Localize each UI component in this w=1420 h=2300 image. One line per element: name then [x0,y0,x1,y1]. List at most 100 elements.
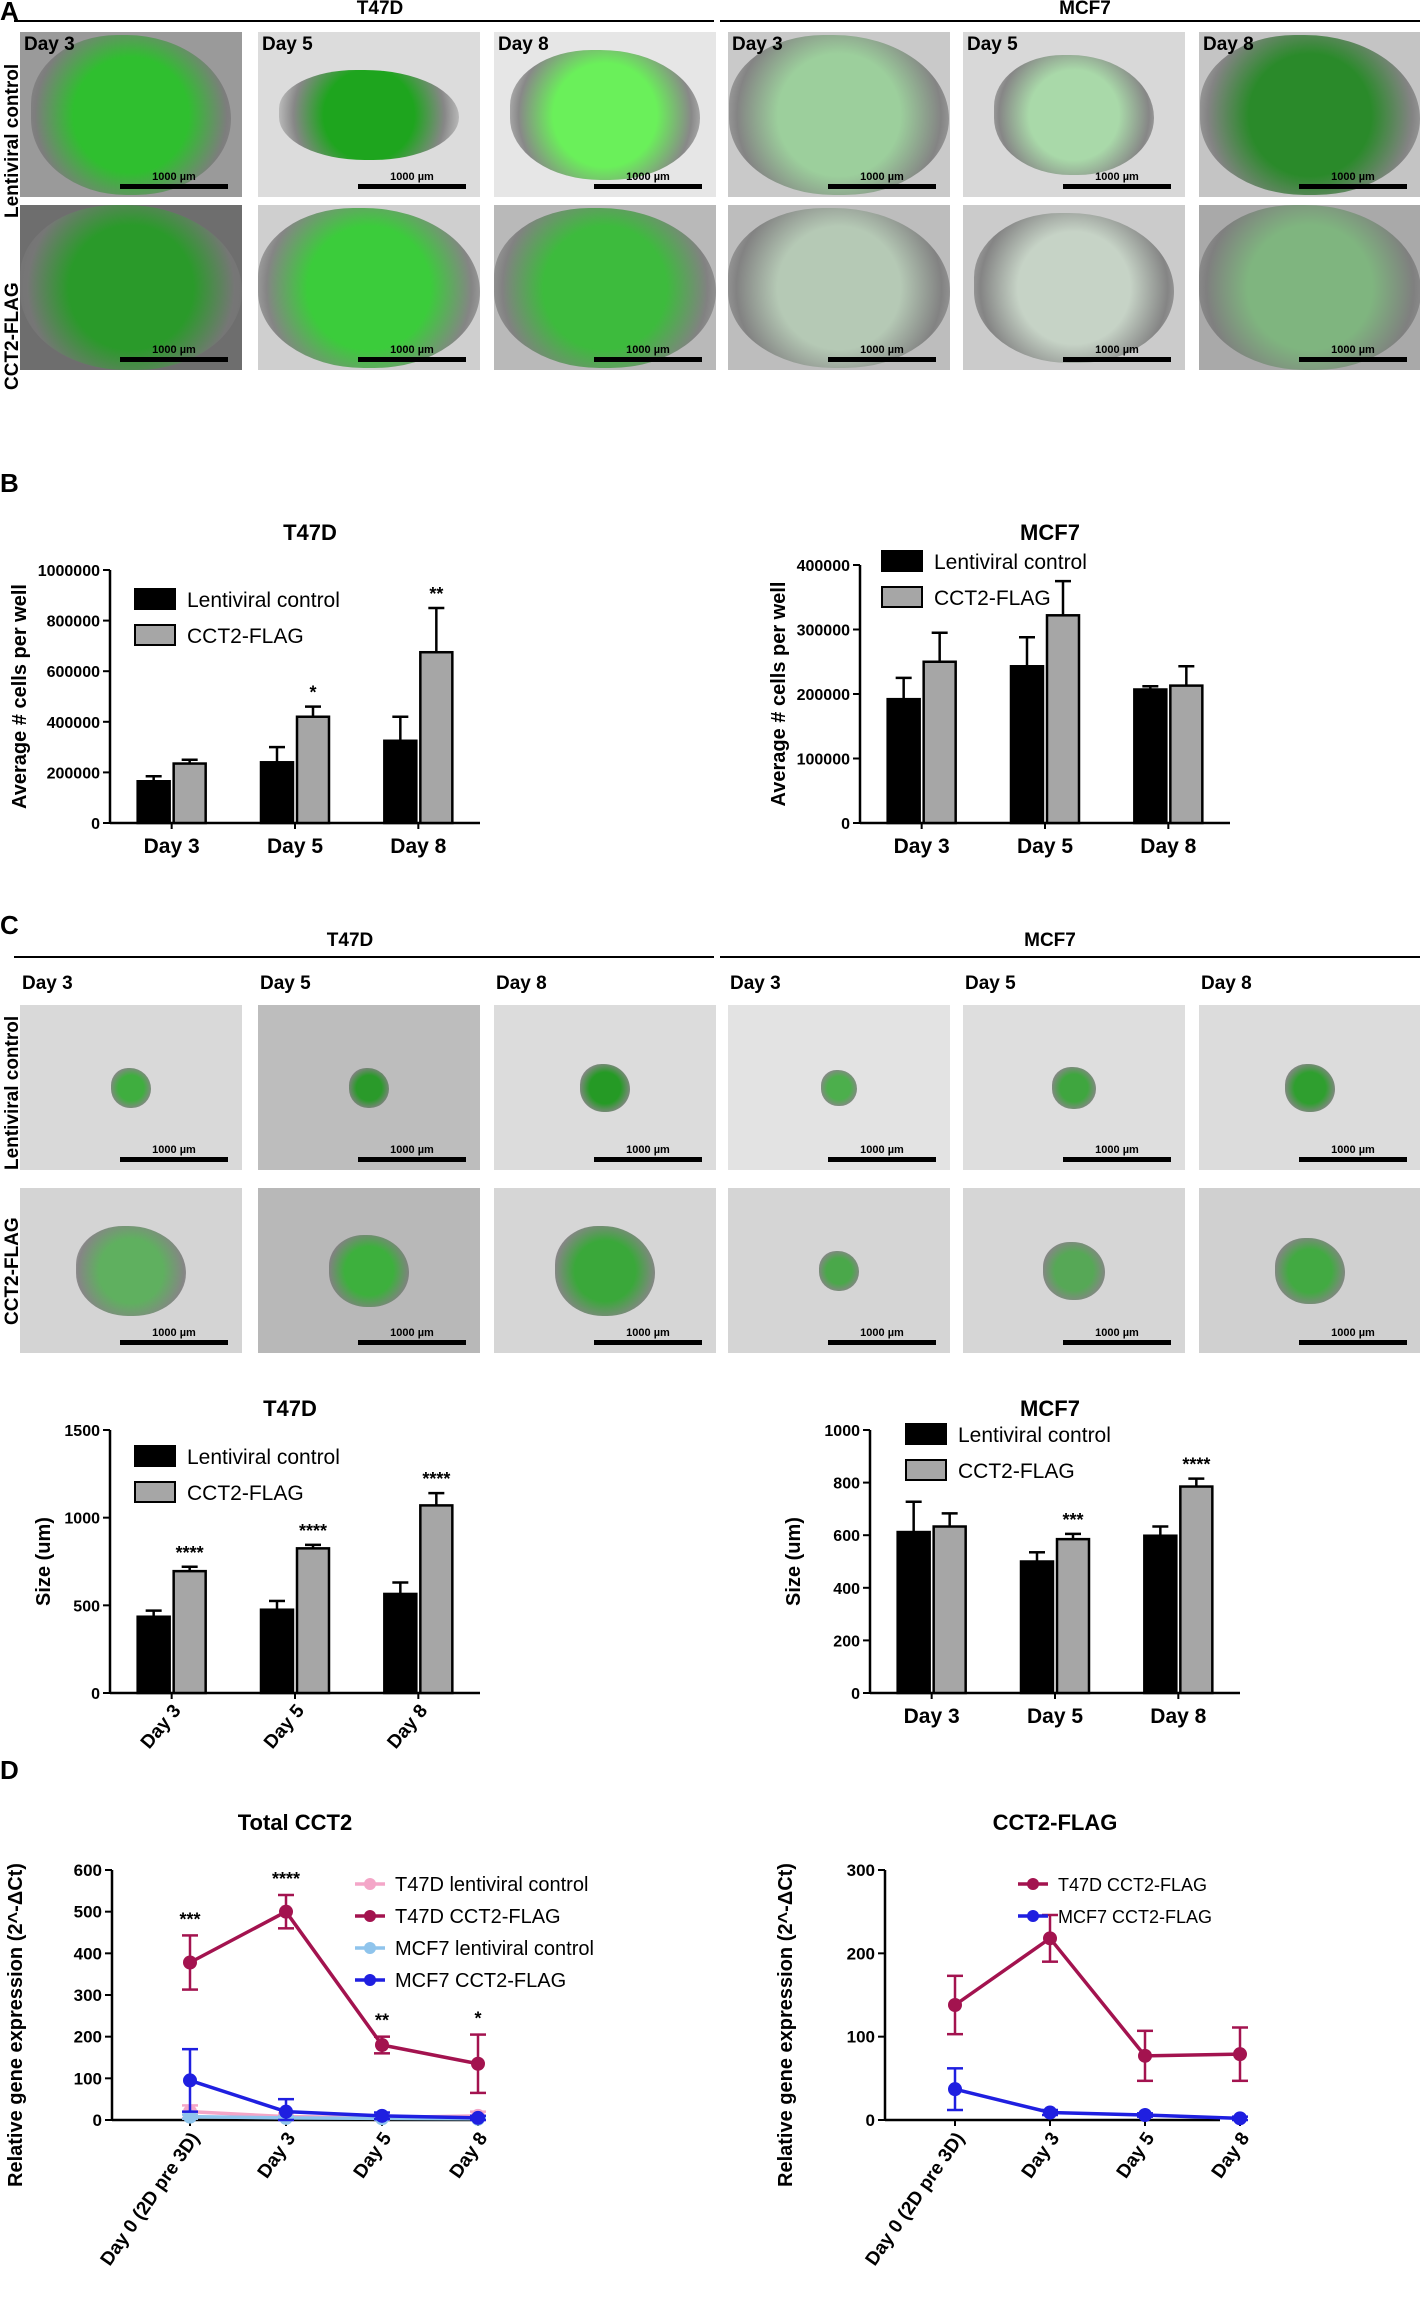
scale-bar: 1000 µm [1063,344,1171,362]
y-tick-label: 100 [847,2028,875,2047]
y-tick-label: 100000 [797,752,850,769]
scale-bar: 1000 µm [1063,171,1171,189]
scale-bar-label: 1000 µm [152,344,196,356]
scale-bar-line [120,1157,228,1162]
x-tick-label: Day 3 [144,835,200,858]
scale-bar-label: 1000 µm [626,1327,670,1339]
data-point [471,2110,485,2125]
scale-bar-line [828,357,936,362]
micrograph-mcf7-control-0: Day 3 1000 µm [728,32,950,197]
legend-label: Lentiviral control [958,1424,1111,1447]
bar-flag [419,1504,454,1695]
data-point [279,1904,293,1919]
x-tick-label: Day 3 [904,1705,960,1728]
colony-blob [821,1069,857,1106]
micrograph-t47d-flag-2: 1000 µm [494,1188,716,1353]
legend-marker [364,1910,376,1922]
panel-c-divider-t47d [14,956,714,958]
colony-blob [974,212,1174,363]
x-tick-label: Day 5 [1017,835,1073,858]
scale-bar-line [828,1157,936,1162]
colony-blob [819,1250,859,1291]
y-tick-label: 300000 [797,623,850,640]
colony-blob [1043,1241,1105,1300]
legend-label: Lentiviral control [187,1446,340,1469]
scale-bar-label: 1000 µm [390,171,434,183]
data-point [1138,2108,1152,2122]
micrograph-day-label: Day 8 [1203,34,1254,55]
panel-a-letter: A [0,0,19,26]
scale-bar-label: 1000 µm [860,1144,904,1156]
legend-swatch [905,1423,947,1445]
colony-blob [349,1067,389,1108]
legend-label: Lentiviral control [934,551,1087,574]
chart-d-total-cct2: Total CCT2 Relative gene expression (2^-Δ… [5,1810,594,2270]
bar-flag [1045,614,1081,825]
x-tick-label: Day 5 [267,835,323,858]
micrograph-day-label: Day 5 [260,973,311,994]
x-tick-label: Day 8 [390,835,446,858]
significance-label: *** [179,1909,200,1929]
y-axis-label: Relative gene expression (2^-ΔCt) [5,1863,27,2187]
micrograph-day-label: Day 3 [22,973,73,994]
colony-blob [20,205,242,370]
scale-bar-line [120,1340,228,1345]
y-tick-label: 1000 [64,1511,100,1528]
micrograph-t47d-flag-2: 1000 µm [494,205,716,370]
bar-control [1133,688,1168,825]
y-tick-label: 300 [847,1861,875,1880]
scale-bar: 1000 µm [594,344,702,362]
scale-bar-line [358,1157,466,1162]
y-tick-label: 400 [74,1944,102,1963]
micrograph-t47d-control-1: Day 5 1000 µm [258,32,480,197]
scale-bar-line [1063,184,1171,189]
scale-bar-line [1299,1157,1407,1162]
significance-label: **** [176,1543,204,1563]
y-tick-label: 0 [851,1686,860,1703]
x-tick-label: Day 3 [1018,2129,1064,2183]
bar-flag [172,762,207,825]
scale-bar-label: 1000 µm [626,344,670,356]
legend-label: MCF7 CCT2-FLAG [1058,1907,1212,1927]
micrograph-day-label: Day 3 [24,34,75,55]
x-tick-label: Day 5 [350,2128,397,2182]
bar-flag [419,650,454,825]
y-tick-label: 400000 [797,558,850,575]
y-axis-label: Relative gene expression (2^-ΔCt) [775,1863,797,2187]
scale-bar-line [1299,1340,1407,1345]
x-tick-label: Day 5 [260,1700,309,1753]
scale-bar-line [828,1340,936,1345]
series-line [954,2087,1241,2121]
y-tick-label: 500 [74,1903,102,1922]
y-tick-label: 200 [847,1944,875,1963]
scale-bar: 1000 µm [1299,171,1407,189]
bar-control [1019,1560,1055,1695]
chart-b-t47d: T47D Average # cells per well 0 200000 40000… [9,520,480,858]
chart-title: Total CCT2 [238,1810,352,1835]
micrograph-mcf7-control-0: Day 3 1000 µm [728,973,950,1170]
micrograph-mcf7-flag-0: 1000 µm [728,1188,950,1353]
micrograph-mcf7-control-1: Day 5 1000 µm [963,32,1185,197]
bar-control [896,1530,931,1695]
legend-swatch [134,1481,176,1503]
y-tick-label: 800 [833,1476,860,1493]
micrograph-t47d-flag-1: 1000 µm [258,1188,480,1353]
y-tick-label: 0 [91,1686,100,1703]
chart-title: T47D [263,1396,317,1421]
y-tick-label: 1000000 [38,563,100,580]
micrograph-t47d-control-0: Day 3 1000 µm [20,32,242,197]
legend-label: T47D CCT2-FLAG [1058,1875,1207,1895]
scale-bar: 1000 µm [120,1144,228,1162]
scale-bar-line [594,1157,702,1162]
micrograph-day-label: Day 5 [262,34,313,55]
scale-bar: 1000 µm [594,171,702,189]
bar-control [383,739,418,825]
x-tick-label: Day 5 [1027,1705,1083,1728]
bar-flag [932,1525,967,1695]
legend-swatch [881,586,923,608]
micrograph-t47d-control-0: Day 3 1000 µm [20,973,242,1170]
x-tick-label: Day 8 [383,1701,432,1753]
x-tick-label: Day 5 [1113,2128,1160,2182]
chart-title: T47D [283,520,337,545]
x-tick-label: Day 3 [254,2129,300,2183]
